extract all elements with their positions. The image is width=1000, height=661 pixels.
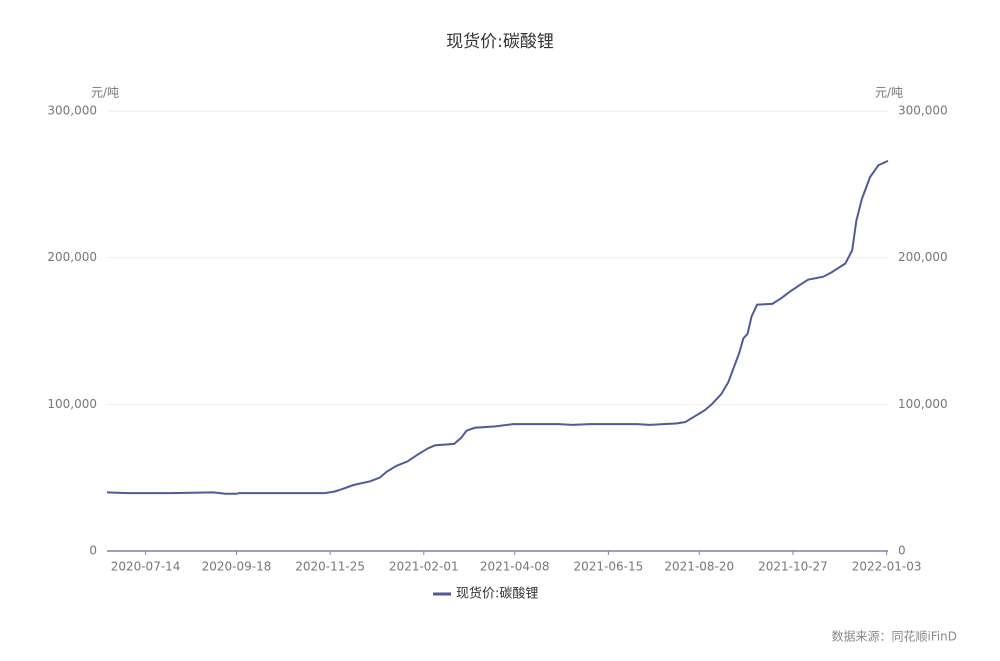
y2-tick-label: 200,000 (898, 250, 948, 264)
x-tick-label: 2021-06-15 (574, 560, 644, 574)
y-tick-label: 200,000 (47, 250, 97, 264)
x-tick-label: 2020-07-14 (111, 560, 181, 574)
y-tick-label: 0 (89, 544, 97, 558)
y-axis-unit: 元/吨 (91, 86, 119, 100)
legend-label: 现货价:碳酸锂 (456, 586, 538, 602)
x-tick-label: 2022-01-03 (852, 560, 922, 574)
y-tick-label: 300,000 (47, 104, 97, 118)
y2-tick-label: 300,000 (898, 104, 948, 118)
x-tick-label: 2021-10-27 (758, 560, 828, 574)
chart-title: 现货价:碳酸锂 (446, 32, 554, 52)
y2-axis-unit: 元/吨 (875, 86, 903, 100)
x-tick-label: 2021-08-20 (664, 560, 734, 574)
source-note: 数据来源：同花顺iFinD (831, 629, 957, 644)
x-tick-label: 2020-09-18 (202, 560, 272, 574)
y2-tick-label: 100,000 (898, 397, 948, 411)
y2-tick-label: 0 (898, 544, 906, 558)
x-tick-label: 2020-11-25 (295, 560, 365, 574)
x-tick-label: 2021-02-01 (389, 560, 459, 574)
x-tick-label: 2021-04-08 (480, 560, 550, 574)
y-tick-label: 100,000 (47, 397, 97, 411)
line-series (106, 159, 889, 495)
